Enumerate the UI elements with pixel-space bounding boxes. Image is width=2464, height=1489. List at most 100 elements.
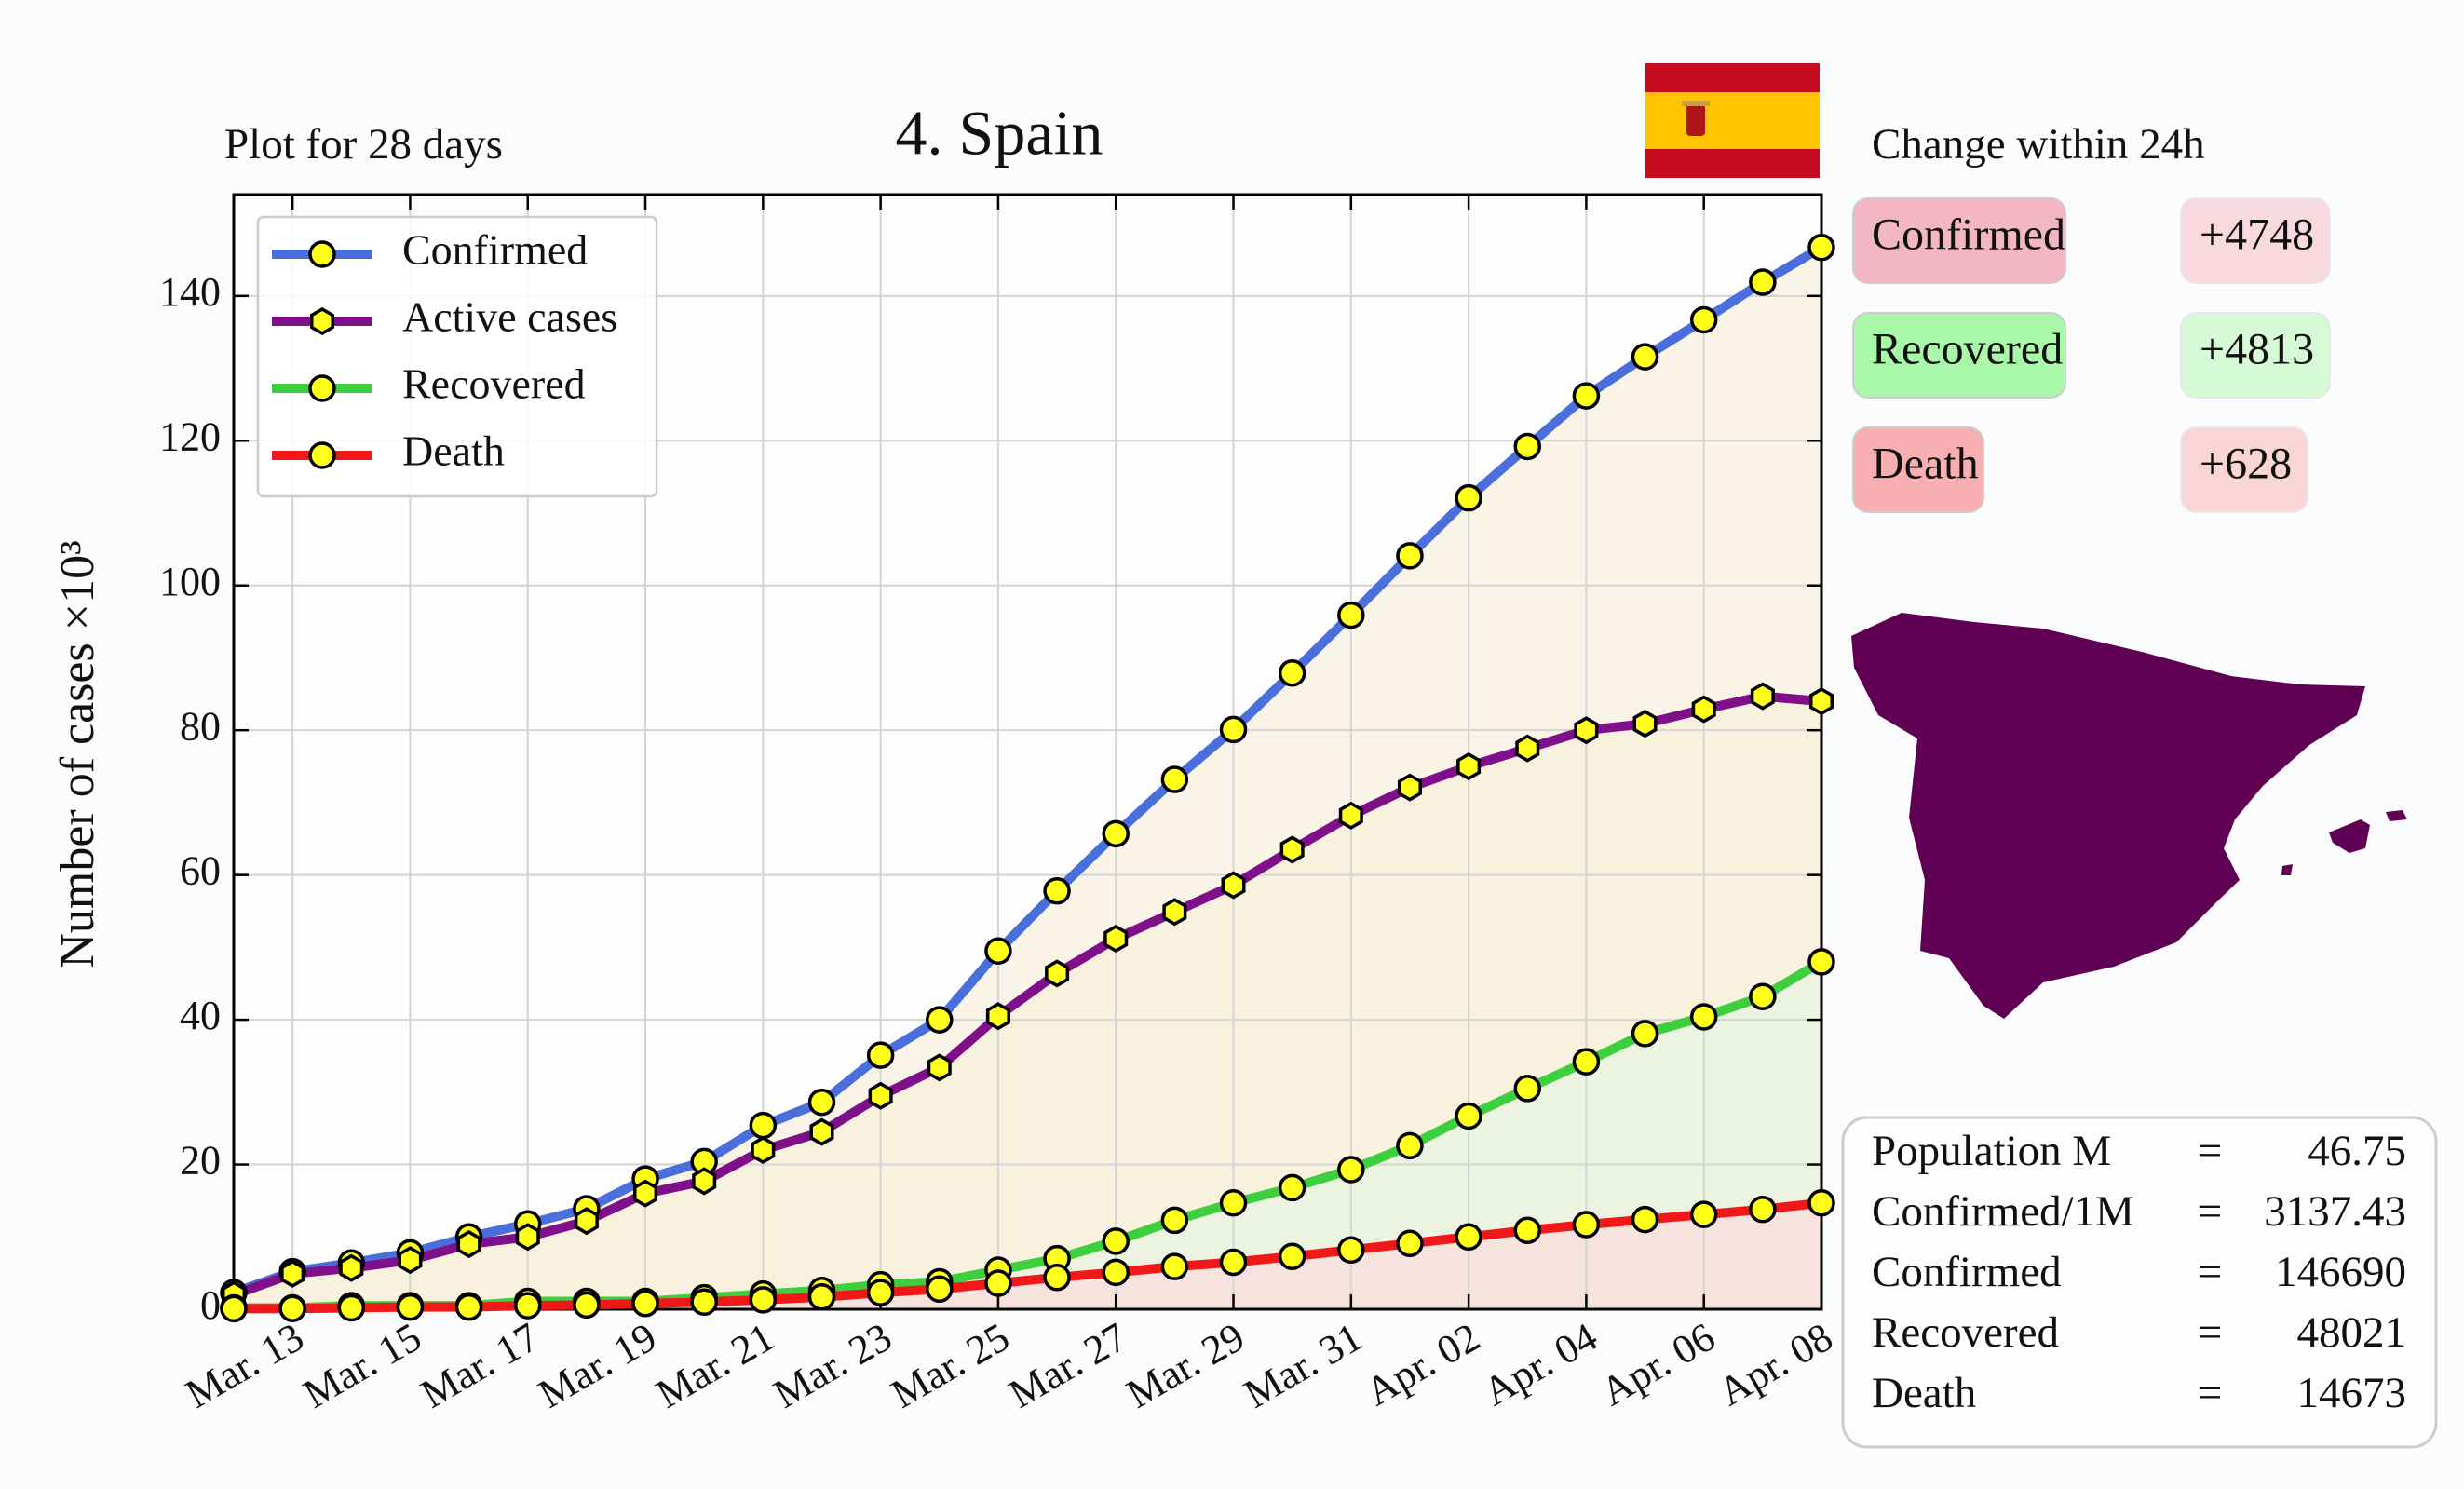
- stats-label: Death: [1872, 1369, 1976, 1417]
- x-tick-label: Apr. 02: [1358, 1314, 1487, 1415]
- marker: [1043, 1264, 1071, 1292]
- stats-label: Confirmed: [1872, 1248, 2062, 1296]
- stats-value: 48021: [2297, 1308, 2407, 1357]
- stats-separator: =: [2198, 1248, 2223, 1296]
- line: [232, 691, 1822, 1300]
- marker: [1749, 1195, 1777, 1224]
- change-value-box: [2180, 197, 2331, 284]
- change-panel: Confirmed +4748 Recovered +4813 Death +628: [1852, 197, 2331, 513]
- marker: [1513, 1216, 1542, 1245]
- marker: [633, 1179, 658, 1208]
- marker: [1219, 715, 1248, 744]
- flag: [1645, 63, 1820, 178]
- stats-separator: =: [2198, 1308, 2223, 1357]
- marker: [1807, 1188, 1835, 1217]
- x-tick-label: Mar. 15: [295, 1314, 428, 1417]
- map: [1851, 613, 2407, 1019]
- marker: [1691, 695, 1716, 724]
- change-label-box: [1852, 197, 2066, 284]
- marker: [807, 1088, 836, 1117]
- legend-box: [256, 215, 658, 498]
- change-value-box: [2180, 426, 2308, 513]
- marker: [1221, 871, 1246, 900]
- y-tick-label: 100: [159, 559, 221, 604]
- x-tick-label: Mar. 17: [413, 1314, 547, 1417]
- marker: [1689, 305, 1718, 334]
- marker: [926, 1006, 954, 1034]
- x-tick-label: Mar. 27: [1001, 1314, 1134, 1417]
- stats-label: Population M: [1872, 1127, 2111, 1175]
- marker: [280, 1259, 305, 1288]
- marker: [1572, 382, 1601, 410]
- stats-separator: =: [2198, 1187, 2223, 1236]
- marker: [1045, 959, 1070, 988]
- marker: [1515, 734, 1540, 763]
- stats-box: [1841, 1116, 2438, 1449]
- marker: [220, 1294, 248, 1323]
- marker: [1337, 1156, 1365, 1184]
- marker: [927, 1053, 952, 1082]
- y-tick-label: 0: [200, 1282, 221, 1328]
- marker: [1396, 1229, 1424, 1258]
- stats-separator: =: [2198, 1127, 2223, 1175]
- marker: [308, 441, 336, 469]
- stats-value: 3137.43: [2264, 1187, 2406, 1236]
- marker: [1631, 1205, 1659, 1234]
- marker: [1689, 1200, 1718, 1228]
- stats-label: Confirmed/1M: [1872, 1187, 2134, 1236]
- marker: [398, 1246, 423, 1275]
- marker: [308, 240, 336, 268]
- marker: [692, 1167, 717, 1196]
- marker: [339, 1253, 364, 1282]
- marker: [1749, 982, 1777, 1010]
- legend-label: Recovered: [402, 360, 586, 408]
- x-tick-label: Mar. 21: [648, 1314, 781, 1417]
- marker: [1572, 1048, 1601, 1076]
- marker: [1219, 1188, 1248, 1217]
- stats-value: 46.75: [2308, 1127, 2406, 1175]
- x-tick-label: Mar. 29: [1119, 1314, 1252, 1417]
- marker: [1456, 752, 1482, 781]
- y-tick-label: 20: [180, 1138, 221, 1184]
- change-value: +4748: [2200, 210, 2314, 260]
- x-tick-label: Apr. 08: [1711, 1314, 1840, 1415]
- marker: [309, 306, 335, 336]
- marker: [454, 1293, 483, 1321]
- x-tick-label: Mar. 31: [1237, 1314, 1370, 1417]
- y-tick-label: 60: [180, 848, 221, 894]
- legend-label: Death: [402, 427, 505, 475]
- line: [233, 1198, 1822, 1314]
- marker: [1455, 1102, 1482, 1130]
- marker: [1162, 898, 1187, 927]
- marker: [1455, 483, 1482, 512]
- y-tick-label: 40: [180, 993, 221, 1038]
- marker: [690, 1288, 718, 1316]
- marker: [1103, 925, 1129, 954]
- marker: [278, 1294, 306, 1322]
- marker: [1749, 268, 1777, 296]
- marker: [1807, 233, 1835, 262]
- marker: [866, 1279, 895, 1306]
- marker: [1807, 948, 1835, 976]
- change-title: Change within 24h: [1872, 120, 2205, 169]
- stats-panel: Population M = 46.75 Confirmed/1M = 3137.43 Co…: [1872, 1127, 2406, 1417]
- change-value-box: [2180, 312, 2331, 399]
- marker: [749, 1286, 778, 1314]
- marker: [1631, 343, 1659, 371]
- marker: [809, 1117, 834, 1146]
- legend-label: Confirmed: [402, 226, 588, 274]
- area: [234, 961, 1821, 1309]
- x-tick-label: Apr. 06: [1593, 1314, 1723, 1415]
- marker: [749, 1111, 778, 1140]
- area: [234, 1202, 1821, 1309]
- change-label: Confirmed: [1872, 210, 2065, 260]
- marker: [1278, 1242, 1306, 1271]
- marker: [1513, 432, 1542, 461]
- change-label-box: [1852, 312, 2066, 399]
- marker: [456, 1230, 481, 1259]
- marker: [1574, 716, 1599, 745]
- y-tick-label: 120: [159, 413, 221, 459]
- marker: [573, 1291, 601, 1320]
- change-value: +628: [2200, 440, 2292, 489]
